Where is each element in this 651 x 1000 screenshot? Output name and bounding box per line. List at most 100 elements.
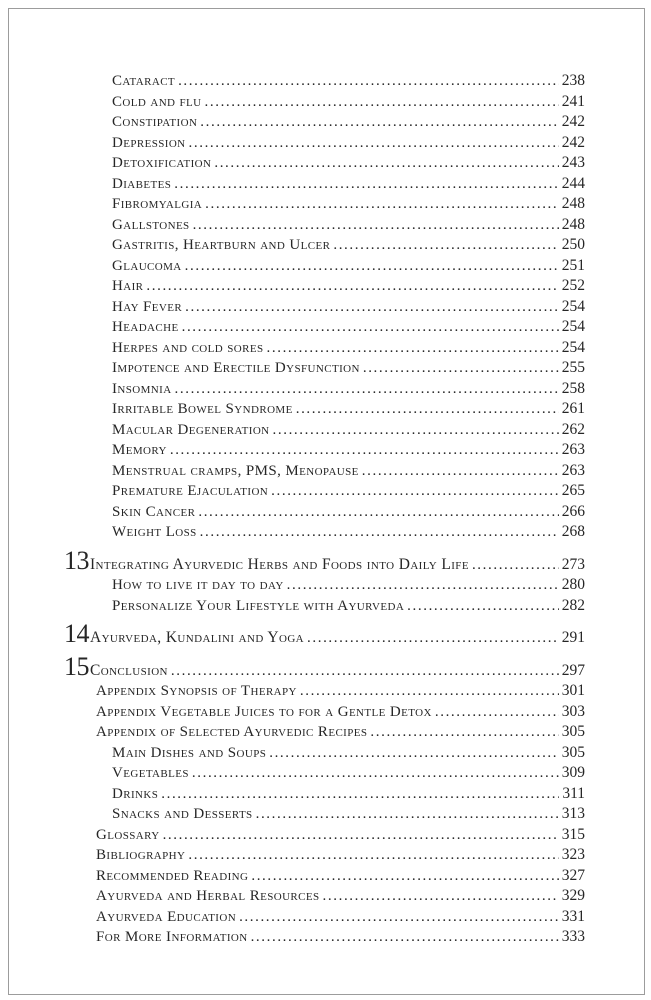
toc-entry: Weight Loss 268 bbox=[64, 522, 585, 543]
toc-entry: Menstrual cramps, PMS, Menopause 263 bbox=[64, 461, 585, 482]
toc-entry-page-number: 258 bbox=[561, 379, 585, 397]
toc-entry: 15 Conclusion 297 bbox=[64, 651, 585, 682]
toc-entry: Irritable Bowel Syndrome 261 bbox=[64, 399, 585, 420]
leader-dots bbox=[185, 297, 559, 318]
toc-entry-label: Glossary bbox=[96, 826, 160, 843]
toc-entry-page-number: 313 bbox=[561, 805, 585, 822]
toc-entry: Premature Ejaculation 265 bbox=[64, 481, 585, 502]
page-border: Cataract 238 Cold and flu 241 Constipati… bbox=[8, 8, 645, 995]
toc-entry-page-number: 263 bbox=[561, 461, 585, 479]
toc-entry-label: Recommended Reading bbox=[96, 867, 249, 884]
toc-entry-page-number: 265 bbox=[561, 482, 585, 499]
toc-entry: Ayurveda Education 331 bbox=[64, 907, 585, 928]
toc-entry-page-number: 241 bbox=[561, 92, 585, 110]
toc-entry-label: Fibromyalgia bbox=[112, 196, 203, 212]
toc-entry: Snacks and Desserts 313 bbox=[64, 804, 585, 825]
toc-entry-label: Hair bbox=[112, 278, 144, 294]
toc-entry-page-number: 266 bbox=[561, 502, 585, 520]
toc-entry-page-number: 303 bbox=[561, 702, 585, 720]
toc-entry-label: Impotence and Erectile Dysfunction bbox=[112, 360, 360, 376]
leader-dots bbox=[296, 399, 559, 420]
leader-dots bbox=[267, 338, 559, 359]
leader-dots bbox=[193, 215, 559, 236]
toc-entry-page-number: 329 bbox=[561, 887, 585, 904]
toc-entry-page-number: 273 bbox=[561, 555, 585, 573]
leader-dots bbox=[363, 358, 559, 379]
toc-entry: Recommended Reading 327 bbox=[64, 866, 585, 887]
toc-entry: Detoxification 243 bbox=[64, 153, 585, 174]
toc-entry: For More Information 333 bbox=[64, 927, 585, 948]
toc-entry: 13 Integrating Ayurvedic Herbs and Foods… bbox=[64, 547, 585, 576]
leader-dots bbox=[251, 866, 558, 887]
toc-entry-page-number: 242 bbox=[561, 113, 585, 130]
toc-entry-page-number: 315 bbox=[561, 825, 585, 843]
toc-entry-page-number: 305 bbox=[561, 743, 585, 761]
toc-entry: Skin Cancer 266 bbox=[64, 502, 585, 523]
toc-entry-label: Ayurveda and Herbal Resources bbox=[96, 888, 320, 904]
leader-dots bbox=[178, 71, 559, 92]
leader-dots bbox=[200, 112, 558, 133]
toc-entry: Appendix Synopsis of Therapy 301 bbox=[64, 681, 585, 702]
leader-dots bbox=[175, 379, 559, 400]
leader-dots bbox=[189, 133, 559, 154]
toc-entry-page-number: 254 bbox=[561, 297, 585, 315]
leader-dots bbox=[205, 92, 559, 113]
toc-entry-page-number: 301 bbox=[561, 682, 585, 699]
toc-entry-page-number: 309 bbox=[561, 764, 585, 781]
toc-entry-label: Skin Cancer bbox=[112, 503, 196, 520]
toc-entry: Appendix of Selected Ayurvedic Recipes 3… bbox=[64, 722, 585, 743]
toc-entry-label: Herpes and cold sores bbox=[112, 339, 264, 356]
leader-dots bbox=[287, 575, 559, 596]
toc-entry-label: Appendix Synopsis of Therapy bbox=[96, 683, 297, 699]
leader-dots bbox=[407, 596, 559, 617]
toc-entry-page-number: 327 bbox=[561, 866, 585, 884]
toc-entry-label: Personalize Your Lifestyle with Ayurveda bbox=[112, 597, 405, 614]
toc-entry-label: For More Information bbox=[96, 929, 248, 945]
toc-entry: Appendix Vegetable Juices to for a Gentl… bbox=[64, 702, 585, 723]
leader-dots bbox=[239, 907, 559, 928]
toc-entry-label: Premature Ejaculation bbox=[112, 483, 269, 499]
chapter-number: 15 bbox=[64, 651, 90, 681]
toc-entry-label: Cold and flu bbox=[112, 93, 202, 110]
toc-entry-page-number: 243 bbox=[561, 154, 585, 171]
toc-entry-label: Diabetes bbox=[112, 175, 172, 192]
leader-dots bbox=[300, 681, 559, 702]
toc-entry-page-number: 242 bbox=[561, 133, 585, 151]
leader-dots bbox=[362, 461, 559, 482]
toc-entry-page-number: 323 bbox=[561, 846, 585, 863]
toc-entry: Vegetables 309 bbox=[64, 763, 585, 784]
toc-entry-label: Cataract bbox=[112, 73, 176, 89]
toc-entry: Main Dishes and Soups 305 bbox=[64, 743, 585, 764]
toc-entry: Memory 263 bbox=[64, 440, 585, 461]
toc-entry: Herpes and cold sores 254 bbox=[64, 338, 585, 359]
toc-entry: Glossary 315 bbox=[64, 825, 585, 846]
toc-entry: Cataract 238 bbox=[64, 71, 585, 92]
chapter-number: 14 bbox=[64, 619, 90, 648]
leader-dots bbox=[251, 927, 559, 948]
toc-entry-label: Ayurveda, Kundalini and Yoga bbox=[90, 629, 305, 646]
toc-entry-label: Macular Degeneration bbox=[112, 421, 270, 438]
leader-dots bbox=[323, 886, 559, 907]
toc-entry: Bibliography 323 bbox=[64, 845, 585, 866]
toc-entry-label: Appendix Vegetable Juices to for a Gentl… bbox=[96, 703, 432, 720]
leader-dots bbox=[472, 555, 559, 576]
leader-dots bbox=[214, 153, 558, 174]
leader-dots bbox=[192, 763, 559, 784]
toc-entry-page-number: 254 bbox=[561, 318, 585, 335]
toc-entry-label: Detoxification bbox=[112, 155, 212, 171]
toc-entry-label: Insomnia bbox=[112, 380, 172, 397]
toc-entry: Diabetes 244 bbox=[64, 174, 585, 195]
toc-entry-page-number: 333 bbox=[561, 928, 585, 945]
toc-entry-label: Headache bbox=[112, 319, 179, 335]
toc-entry: 14 Ayurveda, Kundalini and Yoga 291 bbox=[64, 619, 585, 649]
toc-entry-label: Bibliography bbox=[96, 847, 186, 863]
leader-dots bbox=[188, 845, 558, 866]
leader-dots bbox=[435, 702, 559, 723]
toc-entry-page-number: 261 bbox=[561, 400, 585, 417]
leader-dots bbox=[256, 804, 559, 825]
toc-entry-page-number: 311 bbox=[562, 784, 585, 802]
toc-entry: Hay Fever 254 bbox=[64, 297, 585, 318]
toc-entry: Gastritis, Heartburn and Ulcer 250 bbox=[64, 235, 585, 256]
toc-entry-page-number: 282 bbox=[561, 596, 585, 614]
toc-entry-label: Main Dishes and Soups bbox=[112, 744, 267, 761]
